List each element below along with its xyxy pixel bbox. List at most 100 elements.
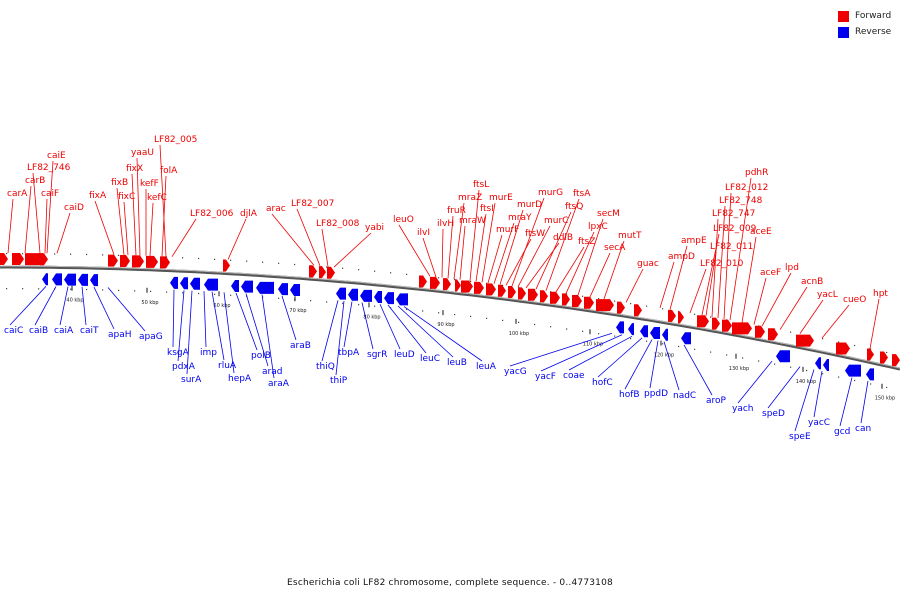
reverse-gene-label: leuD (394, 350, 415, 360)
label-leader (683, 344, 713, 396)
guide-dot (518, 321, 520, 323)
label-leader (577, 218, 604, 296)
label-leader (821, 304, 850, 339)
label-leader (663, 341, 680, 391)
forward-gene-label: LF82_747 (712, 209, 755, 219)
guide-dot (774, 363, 776, 365)
legend: Forward Reverse (838, 9, 891, 41)
label-leader (186, 290, 193, 375)
reverse-gene-arrow (815, 357, 821, 370)
reverse-gene-label: gcd (834, 427, 850, 437)
guide-dot (742, 357, 744, 359)
label-leader (211, 291, 225, 361)
label-leader (753, 277, 767, 325)
label-leader (296, 208, 321, 267)
forward-gene-label: fixX (126, 164, 143, 174)
label-leader (81, 286, 87, 326)
label-leader (56, 212, 71, 254)
guide-dot (22, 288, 24, 290)
guide-dot (214, 258, 216, 260)
label-leader (24, 185, 32, 254)
guide-dot (198, 257, 200, 260)
forward-gene-label: ilvI (417, 228, 430, 238)
reverse-gene-arrow (241, 280, 253, 293)
guide-dot (134, 290, 136, 292)
guide-dot (422, 310, 424, 312)
guide-dot (582, 295, 584, 297)
label-leader (625, 268, 644, 303)
guide-dot (886, 386, 888, 389)
forward-gene-label: arac (266, 204, 286, 214)
forward-gene-arrow (572, 294, 582, 307)
legend-item-reverse: Reverse (838, 25, 891, 40)
forward-gene-label: acnB (801, 277, 823, 287)
forward-gene-label: LF82_746 (27, 163, 71, 173)
label-leader (447, 215, 454, 279)
forward-gene-arrow (836, 342, 850, 355)
forward-gene-label: murD (517, 200, 542, 210)
label-leader (59, 286, 69, 326)
reverse-gene-arrow (628, 323, 634, 336)
reverse-gene-label: nadC (673, 391, 696, 401)
forward-gene-label: kefC (147, 193, 167, 203)
tick-label: 50 kbp (141, 300, 158, 306)
guide-dot (534, 288, 536, 291)
guide-dot (470, 280, 472, 282)
forward-gene-label: mutT (618, 231, 642, 241)
reverse-gene-label: can (855, 424, 871, 434)
guide-dot (646, 340, 648, 342)
guide-dot (774, 328, 776, 330)
label-leader (597, 337, 643, 378)
forward-gene-arrow (678, 311, 684, 324)
reverse-gene-label: surA (181, 375, 202, 385)
forward-gene-label: carB (25, 176, 45, 186)
reverse-gene-arrow (384, 292, 394, 305)
tick-label: 90 kbp (437, 322, 454, 328)
forward-gene-arrow (880, 351, 888, 364)
forward-gene-label: mraY (508, 213, 532, 223)
reverse-gene-arrow (290, 283, 300, 296)
label-leader (799, 299, 824, 334)
tick-label: 120 kbp (654, 353, 674, 359)
forward-gene-arrow (562, 293, 570, 306)
guide-dot (406, 308, 408, 310)
reverse-gene-arrow (256, 281, 274, 294)
label-leader (555, 246, 585, 293)
guide-dot (646, 305, 648, 307)
reverse-gene-arrow (336, 287, 346, 300)
reverse-gene-label: hofC (592, 378, 613, 388)
reverse-gene-label: yach (732, 404, 754, 414)
forward-gene-label: LF82_009 (713, 224, 757, 234)
tick-label: 60 kbp (213, 303, 230, 309)
guide-dot (870, 348, 872, 350)
tick-label: 140 kbp (796, 379, 816, 385)
forward-gene-label: LF82_005 (154, 135, 197, 145)
guide-dot (438, 312, 440, 314)
reverse-gene-arrow (616, 321, 624, 334)
guide-dot (166, 291, 168, 293)
guide-dot (182, 292, 184, 294)
label-leader (813, 371, 823, 418)
forward-gene-label: ftsI (480, 204, 494, 214)
legend-label-reverse: Reverse (855, 27, 892, 37)
guide-dot (806, 369, 808, 372)
reverse-gene-arrow (78, 273, 88, 286)
forward-gene-arrow (550, 291, 560, 304)
guide-dot (790, 366, 792, 368)
guide-dot (118, 289, 120, 291)
label-leader (545, 198, 580, 291)
label-leader (624, 339, 653, 390)
forward-gene-label: yabi (365, 223, 384, 233)
guide-dot (630, 338, 632, 340)
forward-gene-label: ftsA (573, 189, 591, 199)
forward-gene-label: hpt (873, 289, 888, 299)
guide-dot (838, 341, 840, 343)
guide-dot (374, 270, 376, 272)
forward-gene-label: kefF (140, 179, 159, 189)
label-leader (487, 234, 503, 284)
forward-gene-arrow (540, 290, 548, 303)
guide-dot (102, 254, 104, 256)
forward-gene-label: LF82_748 (719, 196, 763, 206)
reverse-gene-label: araB (290, 341, 311, 351)
guide-dot (86, 253, 88, 256)
